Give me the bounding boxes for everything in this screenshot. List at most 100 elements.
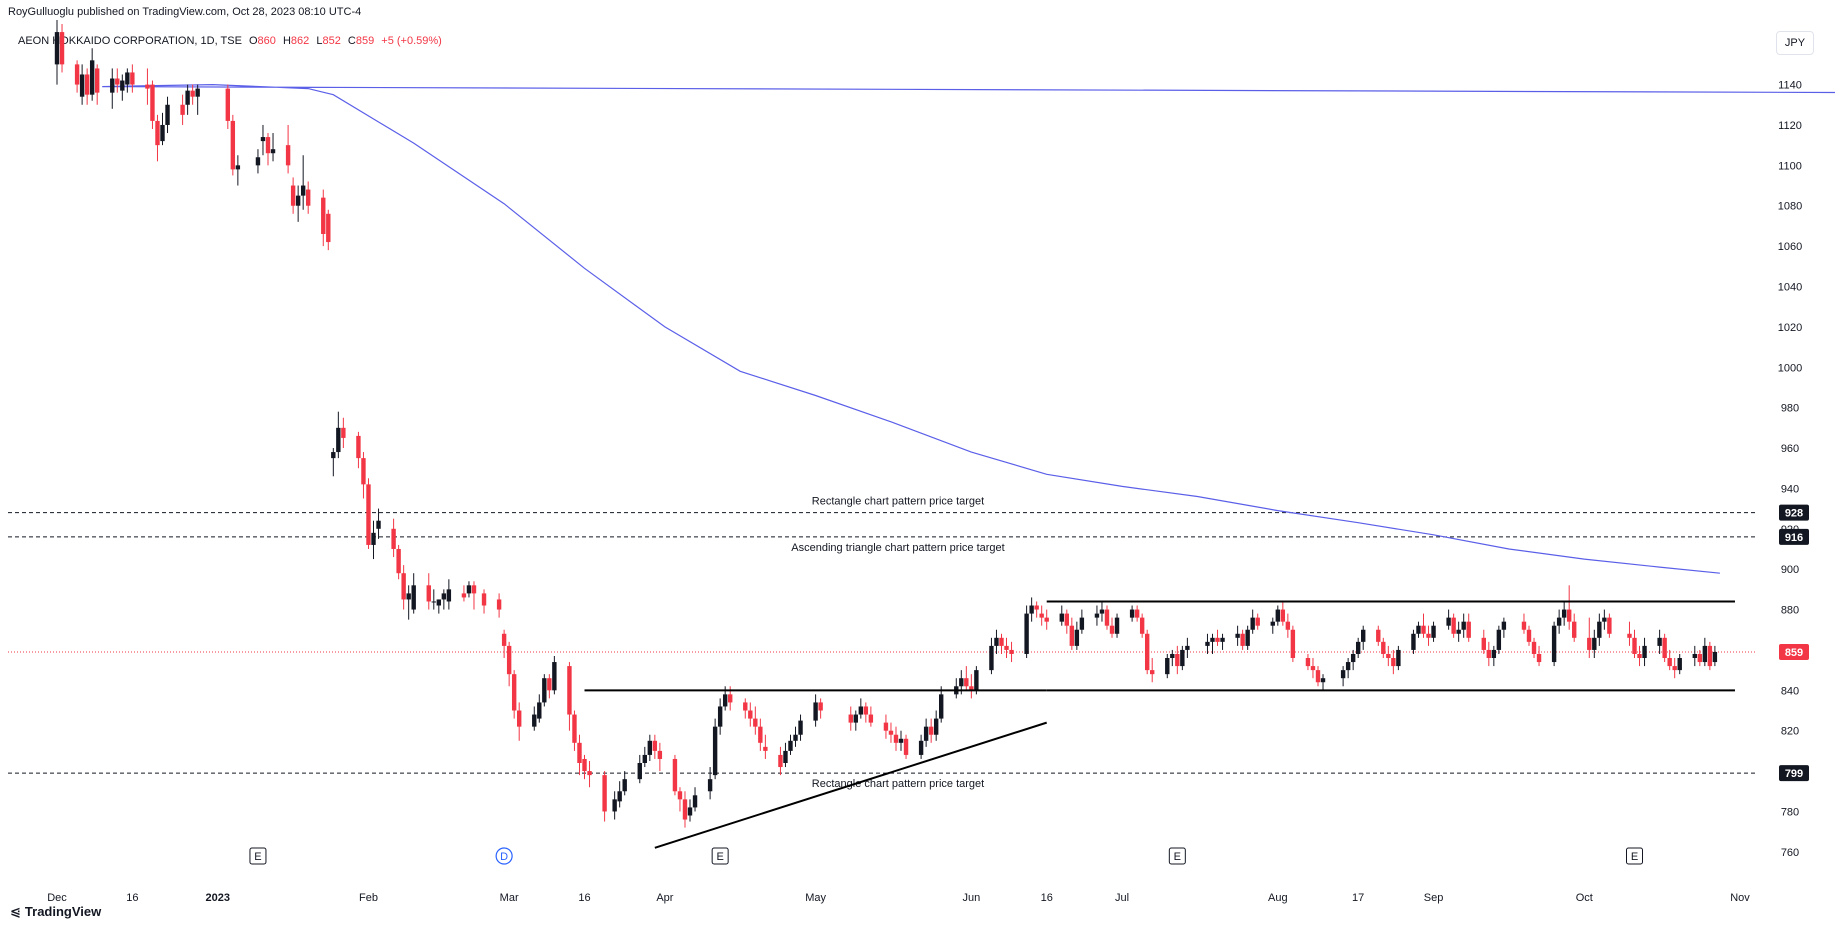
price-axis-label[interactable] (1779, 765, 1809, 782)
candle-body (918, 740, 924, 755)
candle-body (1094, 613, 1100, 618)
candle-body (1657, 637, 1662, 646)
candle-body (1275, 609, 1281, 622)
y-tick-label: 880 (1781, 605, 1799, 617)
earnings-event-icon[interactable] (1168, 847, 1186, 865)
candle-body (532, 714, 537, 727)
candle-body (230, 120, 236, 170)
candle-body (125, 72, 130, 85)
candle-body (270, 149, 276, 154)
candle-body (672, 758, 678, 792)
earnings-event-icon[interactable] (249, 847, 267, 865)
candle-body (1531, 641, 1537, 654)
candle-body (391, 528, 396, 549)
candle-body (371, 532, 376, 545)
price-axis-label[interactable] (1779, 643, 1809, 660)
candle-body (406, 593, 411, 600)
candle-body (939, 694, 944, 719)
symbol-legend: AEON HOKKAIDO CORPORATION, 1D, TSE O860 … (18, 35, 442, 47)
candle-body (964, 678, 969, 687)
candle-body (1386, 653, 1391, 659)
candle-body (582, 758, 587, 772)
candle-body (1024, 613, 1029, 654)
candle-body (1355, 641, 1361, 654)
candle-body (1627, 633, 1632, 638)
price-axis-label-text: 928 (1785, 508, 1803, 520)
earnings-event-icon[interactable] (1625, 847, 1643, 865)
y-tick-label: 1140 (1778, 80, 1802, 92)
event-marker-label: D (500, 851, 508, 863)
price-axis-label[interactable] (1779, 504, 1809, 521)
currency-button[interactable]: JPY (1776, 31, 1814, 55)
candle-body (1551, 625, 1557, 663)
candle-body (1220, 637, 1225, 642)
candle-body (255, 157, 261, 166)
candle-body (1481, 637, 1486, 650)
candle-body (235, 165, 241, 170)
candle-body (798, 720, 803, 735)
candle-body (1607, 617, 1612, 634)
triangle-support-line[interactable] (654, 721, 1048, 849)
x-tick-label: 17 (1352, 892, 1364, 904)
candle-body (1185, 645, 1190, 650)
candle-body (1421, 625, 1426, 634)
x-tick-label: May (805, 892, 826, 904)
candle-body (1702, 645, 1708, 663)
candle-body (933, 718, 939, 735)
candle-body (1205, 641, 1210, 646)
y-tick-label: 940 (1781, 483, 1799, 495)
candle-body (1677, 658, 1682, 671)
candle-body (577, 742, 582, 764)
x-tick-label: 16 (578, 892, 590, 904)
candle-body (657, 750, 663, 759)
candle-body (441, 593, 447, 600)
candle-body (265, 137, 271, 154)
candle-body (1039, 613, 1044, 618)
candle-body (1431, 625, 1436, 638)
candle-body (1180, 649, 1185, 667)
candle-body (1521, 621, 1527, 630)
candle-body (893, 734, 899, 743)
dividend-event-icon[interactable] (495, 847, 513, 865)
candle-body (743, 702, 748, 711)
candle-body (1416, 625, 1421, 634)
publisher-info: RoyGulluoglu published on TradingView.co… (8, 6, 362, 18)
price-axis-label[interactable] (1779, 528, 1809, 545)
target-line-label: Rectangle chart pattern price target (812, 496, 984, 508)
candle-body (1165, 658, 1170, 675)
candle-body (567, 666, 572, 715)
candle-body (1486, 649, 1492, 659)
price-axis-label-text: 916 (1785, 532, 1803, 544)
candle-body (863, 706, 869, 715)
y-tick-label: 900 (1781, 564, 1799, 576)
y-tick-label: 760 (1781, 847, 1799, 859)
candle-body (1104, 609, 1110, 626)
candle-body (1662, 637, 1667, 659)
candle-body (1350, 653, 1356, 663)
symbol-name[interactable]: AEON HOKKAIDO CORPORATION, 1D, TSE (18, 35, 242, 47)
candle-body (617, 791, 622, 802)
candle-body (1592, 637, 1597, 650)
candle-body (1069, 625, 1075, 646)
candle-body (1381, 641, 1386, 654)
candle-body (89, 60, 95, 95)
tradingview-brand[interactable]: ⩿ TradingView (10, 904, 101, 920)
candle-body (1556, 617, 1562, 626)
candle-body (602, 775, 607, 812)
candle-body (1285, 621, 1291, 630)
y-tick-label: 780 (1781, 806, 1799, 818)
candle-body (1175, 653, 1180, 667)
y-tick-label: 820 (1781, 726, 1799, 738)
earnings-event-icon[interactable] (711, 847, 729, 865)
candle-body (1240, 633, 1245, 646)
candle-body (361, 458, 366, 485)
candle-body (928, 726, 934, 735)
event-marker-label: E (716, 851, 723, 863)
open-value: 860 (257, 35, 276, 47)
candle-body (642, 754, 647, 764)
candle-body (1210, 637, 1215, 642)
event-marker-label: E (1631, 851, 1638, 863)
candle-body (1280, 609, 1286, 622)
close-label: C (347, 35, 356, 47)
